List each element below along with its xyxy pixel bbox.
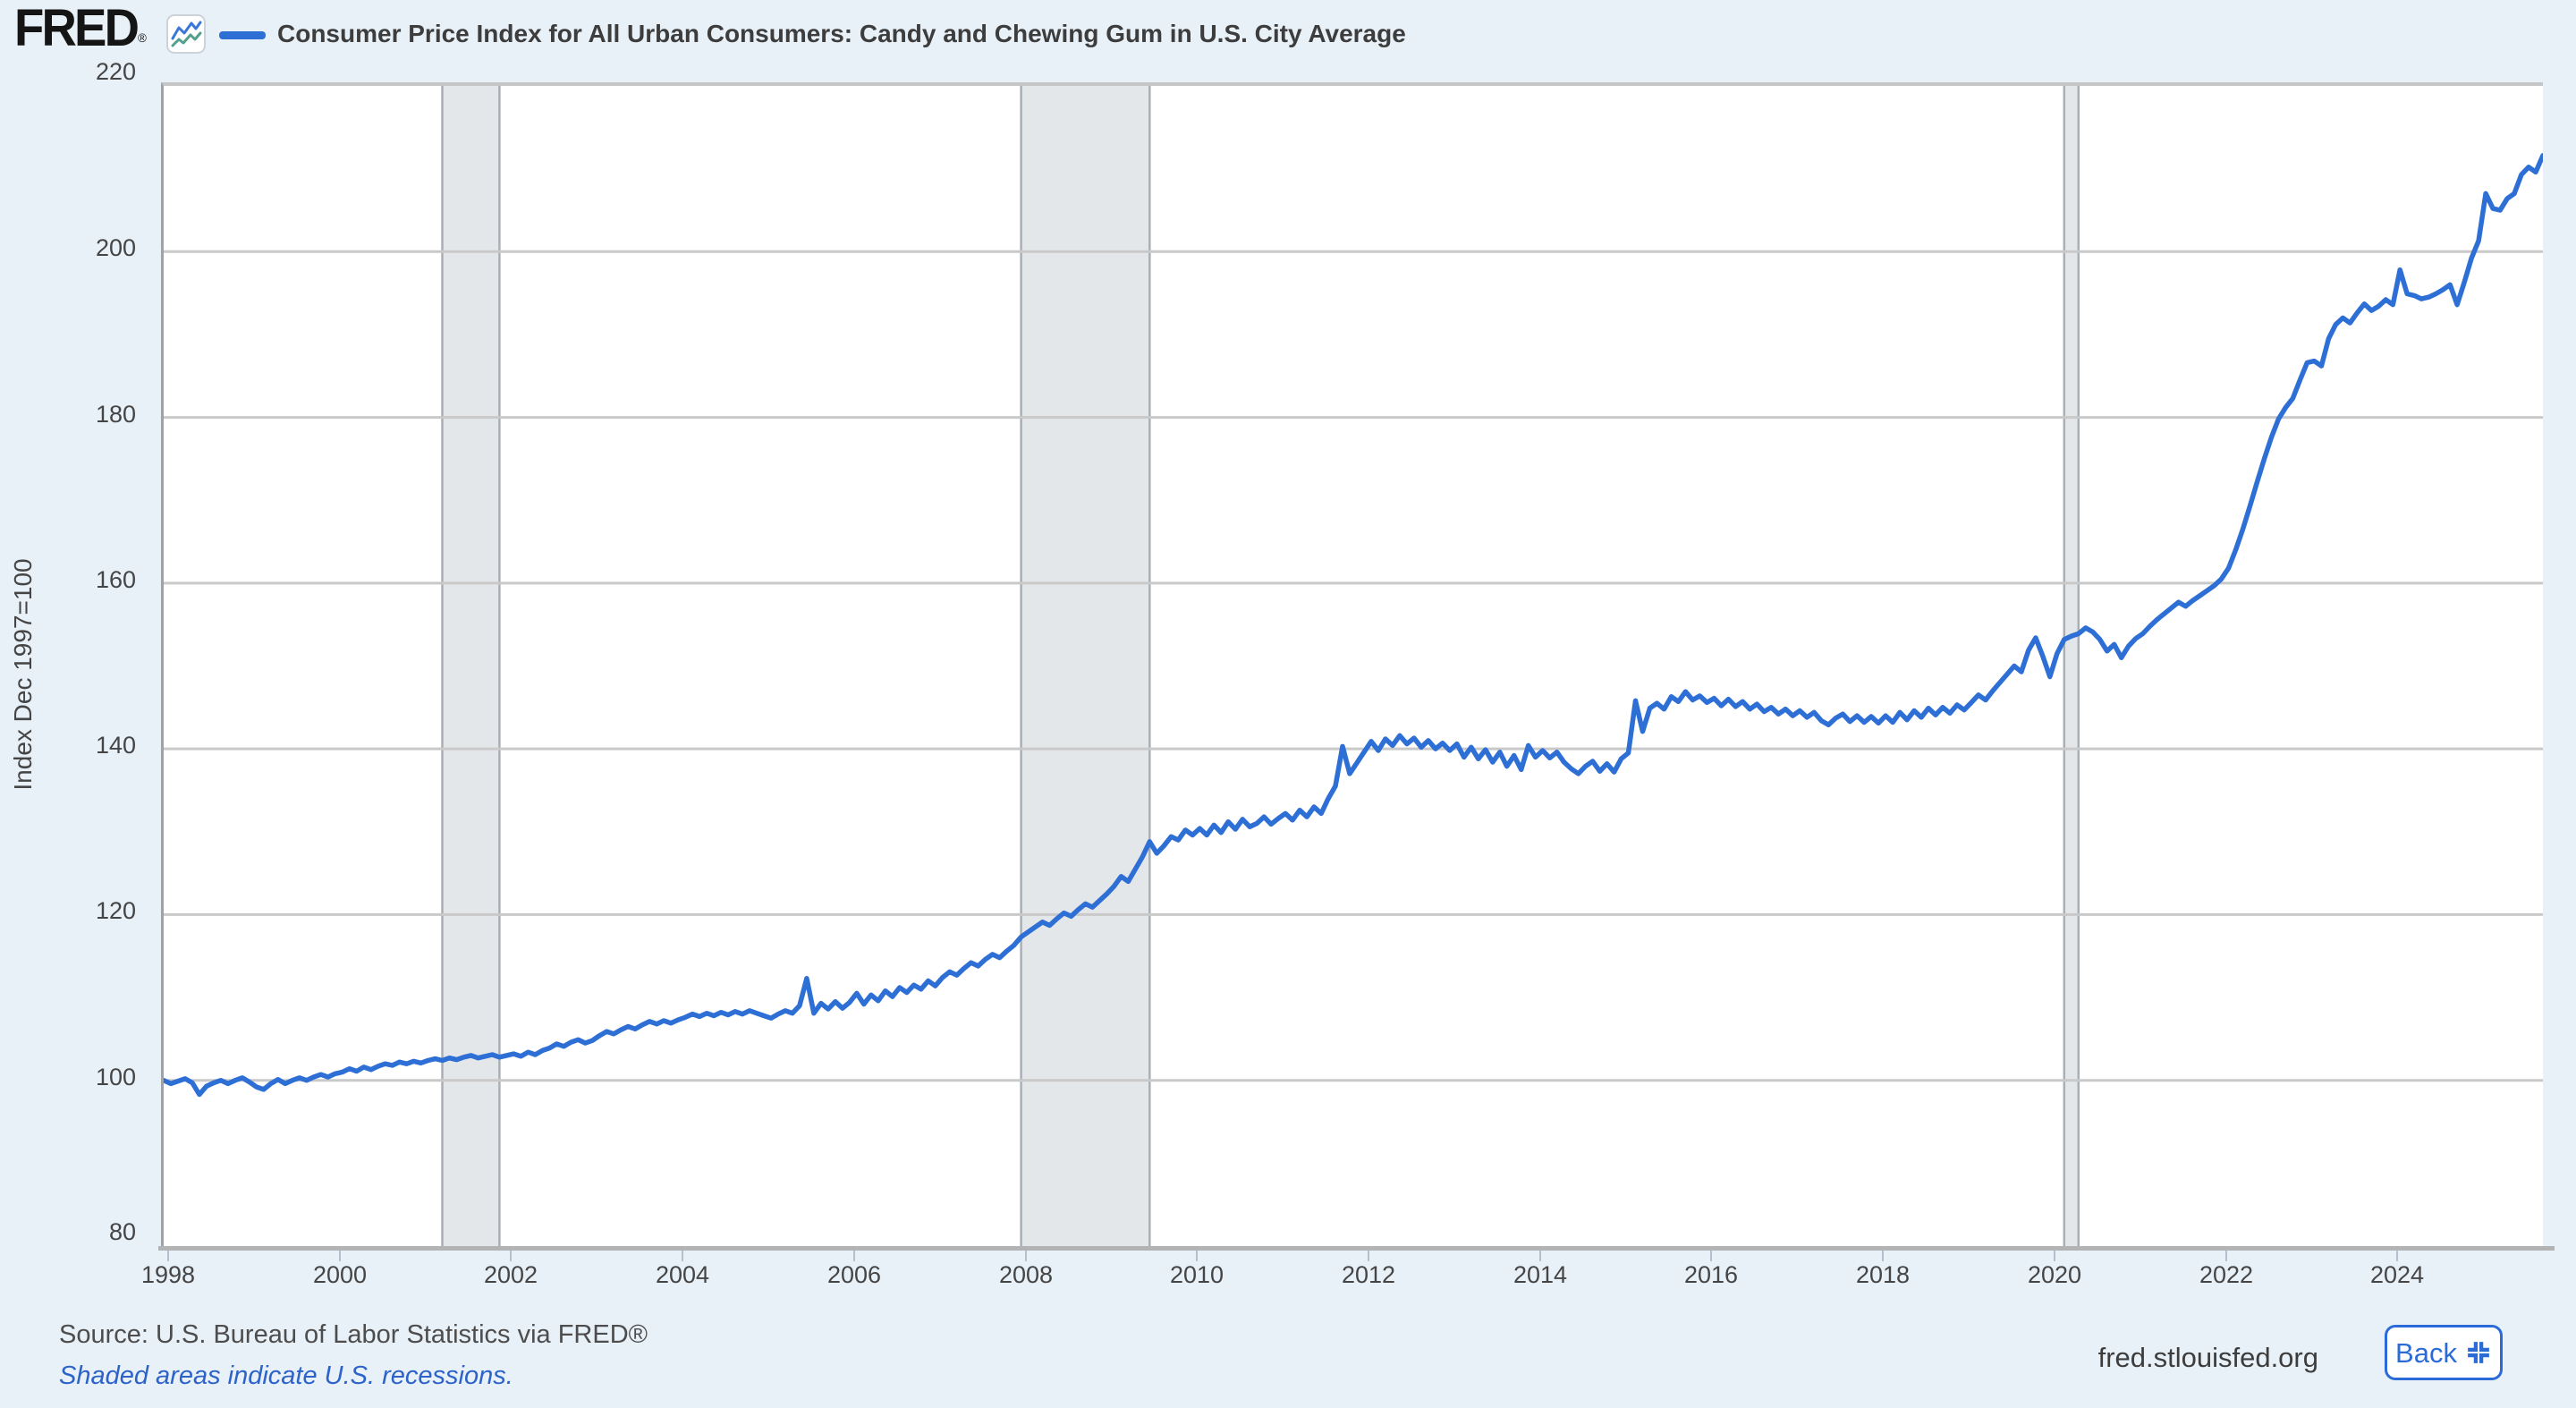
- y-tick-label: 120: [95, 897, 136, 924]
- x-tick-mark: [1025, 1251, 1027, 1261]
- x-tick-label: 2002: [483, 1261, 538, 1288]
- x-axis-baseline: [158, 1246, 2555, 1251]
- x-tick-label: 2000: [312, 1261, 368, 1288]
- fred-site-link[interactable]: fred.stlouisfed.org: [2097, 1342, 2318, 1373]
- fred-chart-icon: [166, 14, 206, 54]
- series-legend-swatch: [219, 31, 266, 39]
- x-tick-label: 2018: [1855, 1261, 1911, 1288]
- x-tick-mark: [1368, 1251, 1369, 1261]
- x-tick-label: 2004: [655, 1261, 710, 1288]
- source-text: Source: U.S. Bureau of Labor Statistics …: [59, 1320, 648, 1349]
- y-tick-label: 140: [95, 732, 136, 759]
- chart-title: Consumer Price Index for All Urban Consu…: [277, 20, 1406, 47]
- recession-note: Shaded areas indicate U.S. recessions.: [59, 1361, 513, 1390]
- y-tick-label: 200: [95, 234, 136, 261]
- y-tick-label: 220: [95, 58, 136, 85]
- x-tick-label: 2016: [1683, 1261, 1739, 1288]
- x-tick-label: 2022: [2199, 1261, 2254, 1288]
- x-tick-mark: [1539, 1251, 1541, 1261]
- exit-fullscreen-icon: [2468, 1342, 2489, 1363]
- x-tick-mark: [1710, 1251, 1712, 1261]
- header: FRED® Consumer Price Index for All Urban…: [0, 0, 2576, 57]
- x-tick-mark: [682, 1251, 683, 1261]
- y-tick-label: 80: [108, 1218, 136, 1245]
- y-tick-label: 160: [95, 566, 136, 593]
- back-button-label: Back: [2395, 1336, 2457, 1369]
- x-tick-label: 2006: [826, 1261, 882, 1288]
- y-tick-label: 100: [95, 1064, 136, 1090]
- x-tick-mark: [510, 1251, 512, 1261]
- x-tick-label: 2020: [2027, 1261, 2082, 1288]
- x-tick-mark: [339, 1251, 341, 1261]
- x-tick-label: 2008: [998, 1261, 1054, 1288]
- x-tick-mark: [2225, 1251, 2227, 1261]
- x-tick-mark: [167, 1251, 169, 1261]
- fred-logo: FRED®: [14, 0, 147, 68]
- x-tick-label: 2014: [1513, 1261, 1568, 1288]
- fred-logo-text: FRED: [14, 0, 140, 57]
- y-tick-label: 180: [95, 401, 136, 428]
- plot-area[interactable]: [161, 82, 2543, 1246]
- x-tick-mark: [2396, 1251, 2398, 1261]
- x-tick-mark: [1882, 1251, 1884, 1261]
- back-button[interactable]: Back: [2385, 1325, 2503, 1380]
- x-tick-label: 2024: [2369, 1261, 2425, 1288]
- x-tick-mark: [2054, 1251, 2055, 1261]
- y-axis-title: Index Dec 1997=100: [9, 558, 37, 791]
- x-tick-label: 2010: [1169, 1261, 1224, 1288]
- x-tick-label: 1998: [140, 1261, 196, 1288]
- registered-mark: ®: [138, 30, 147, 45]
- price-index-line-chart[interactable]: [164, 86, 2543, 1246]
- x-tick-label: 2012: [1341, 1261, 1396, 1288]
- x-tick-mark: [1196, 1251, 1198, 1261]
- x-tick-mark: [853, 1251, 855, 1261]
